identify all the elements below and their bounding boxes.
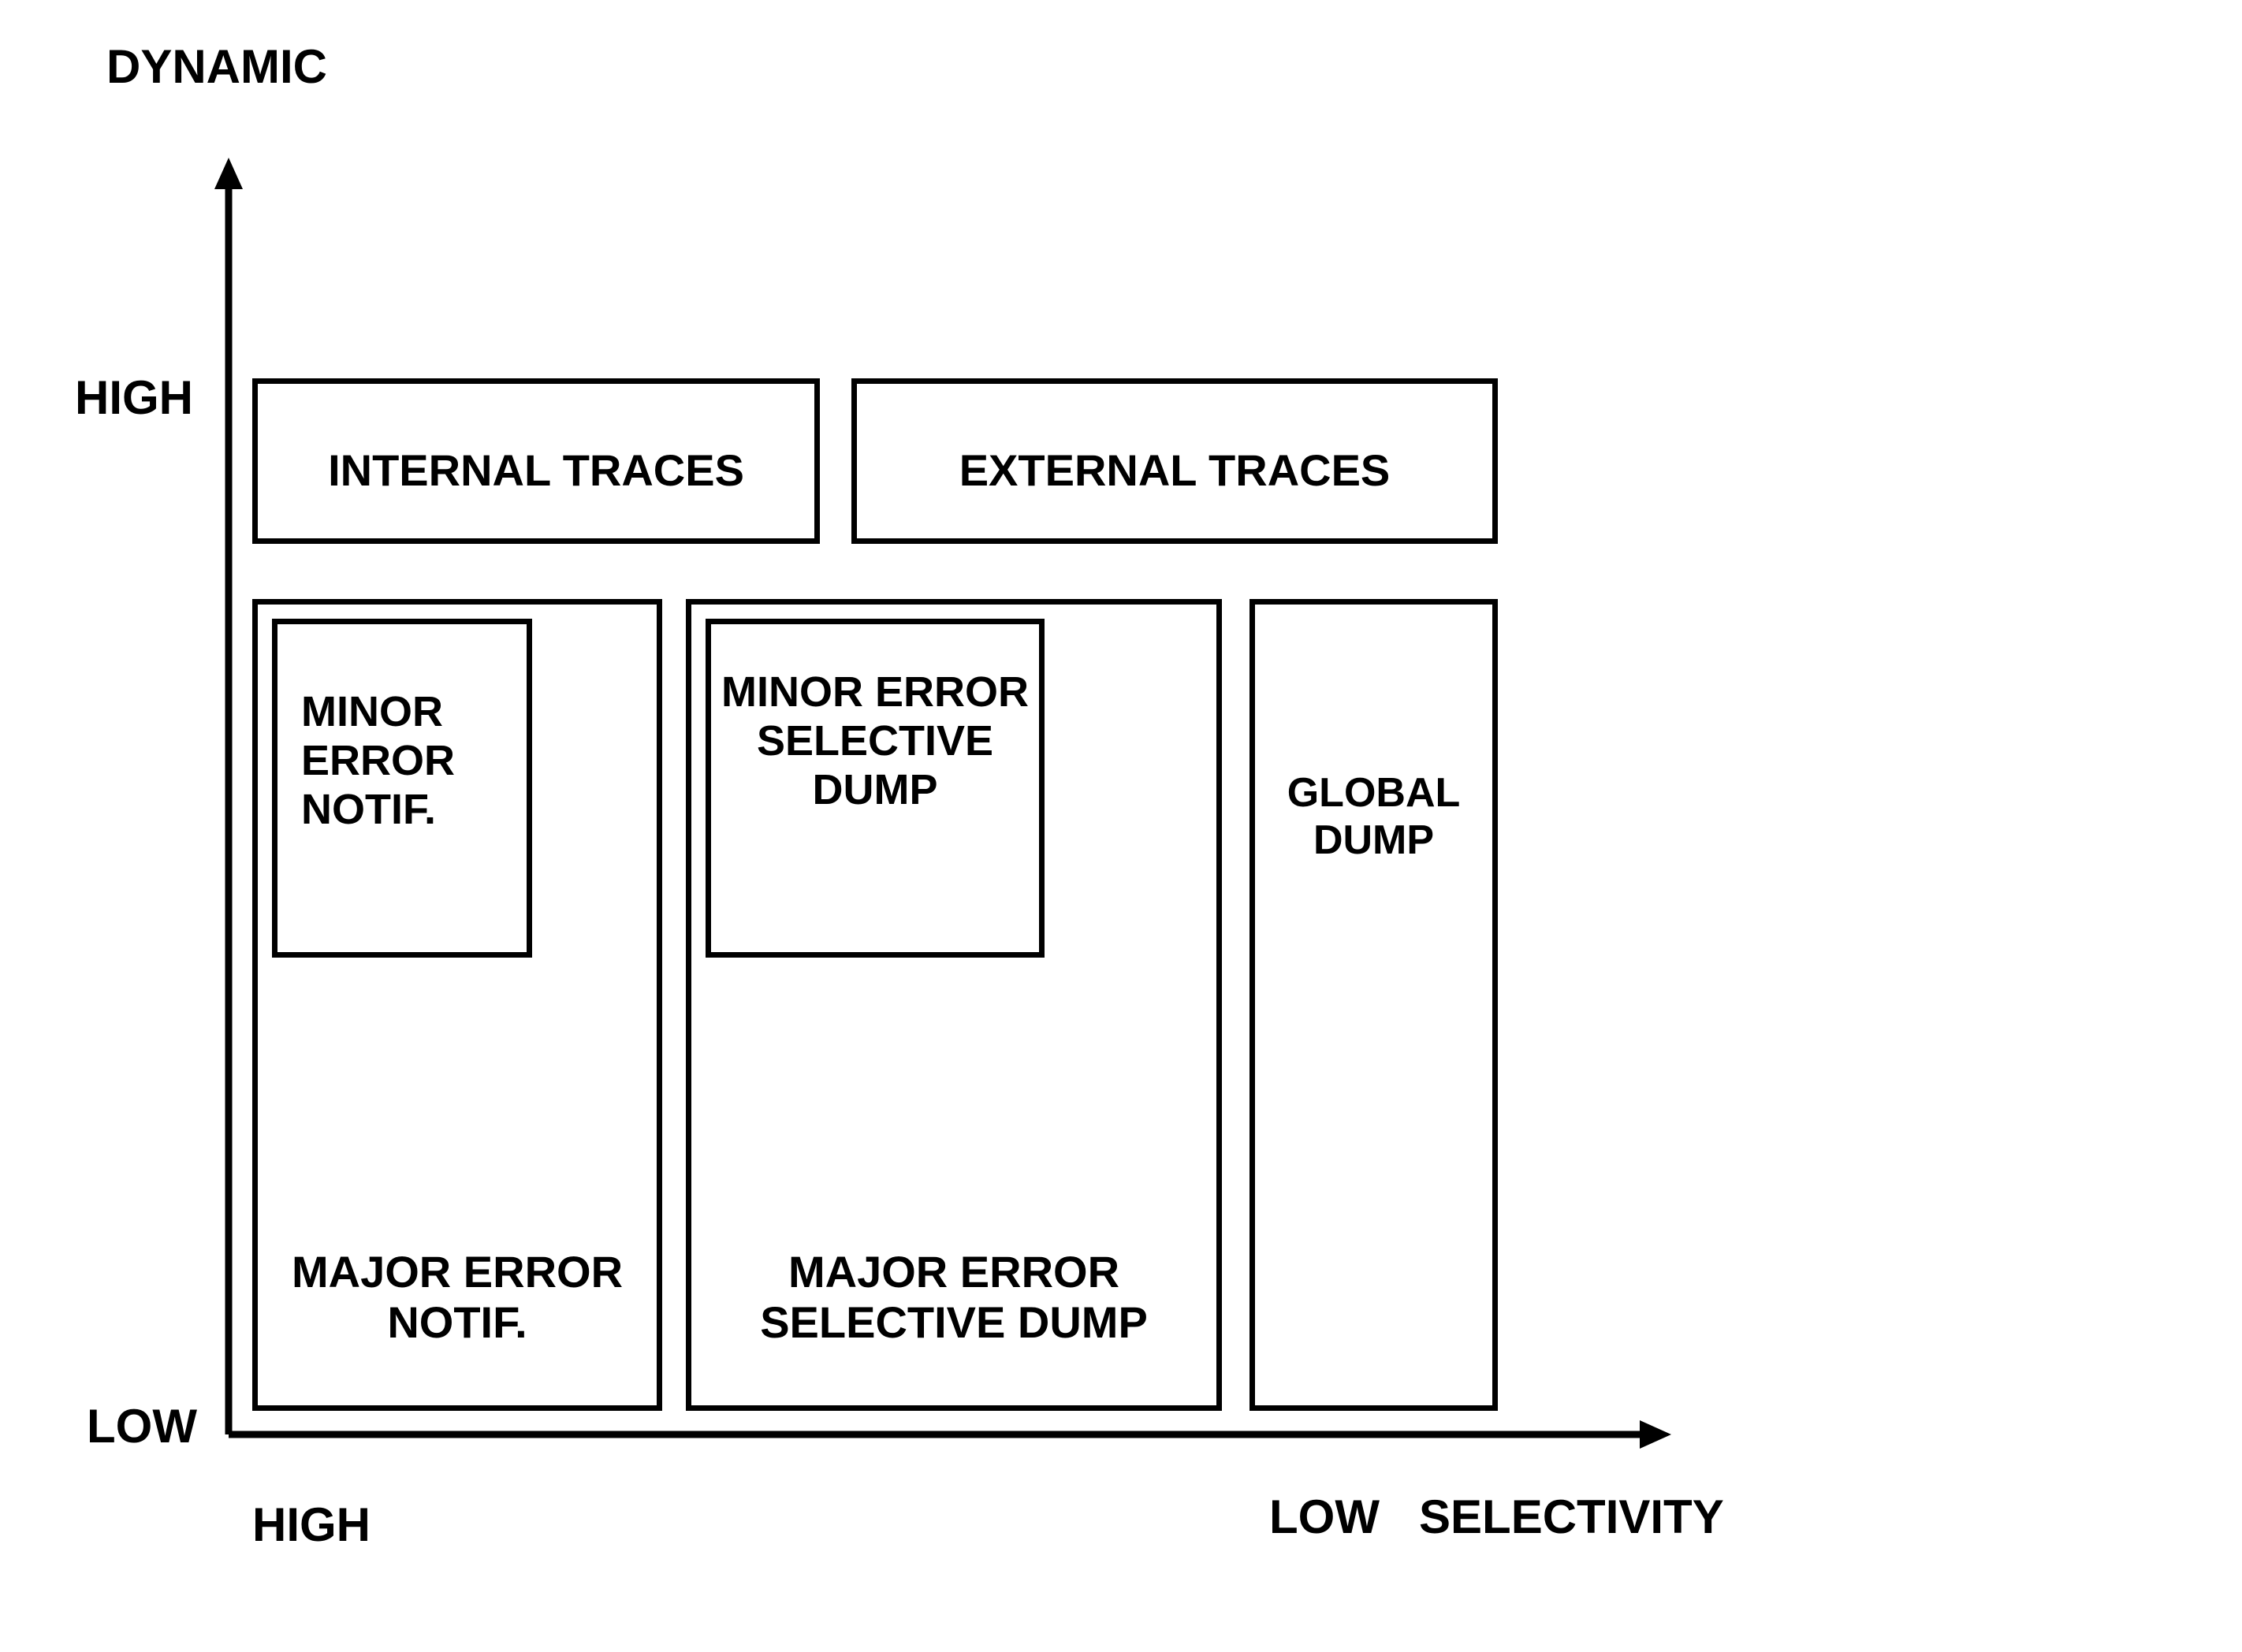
label-y-title: DYNAMIC (106, 43, 327, 91)
label-y-high: HIGH (75, 374, 193, 422)
box-external-traces: EXTERNAL TRACES (851, 378, 1498, 544)
label-x-low: LOW (1269, 1494, 1380, 1541)
box-global-dump: GLOBAL DUMP (1249, 599, 1498, 1411)
label-x-high: HIGH (252, 1501, 371, 1549)
box-minor-error-selective-dump: MINOR ERROR SELECTIVE DUMP (706, 619, 1045, 958)
diagram-stage: DYNAMIC HIGH LOW HIGH LOW SELECTIVITY INTERNAL… (0, 0, 2242, 1652)
box-minor-error-notif: MINOR ERROR NOTIF. (272, 619, 532, 958)
box-internal-traces-label: INTERNAL TRACES (258, 445, 814, 496)
box-external-traces-label: EXTERNAL TRACES (857, 445, 1492, 496)
label-y-low: LOW (87, 1403, 197, 1450)
box-global-dump-label: GLOBAL DUMP (1255, 770, 1492, 865)
box-minor-error-notif-label: MINOR ERROR NOTIF. (301, 687, 538, 834)
box-internal-traces: INTERNAL TRACES (252, 378, 820, 544)
label-x-title: SELECTIVITY (1419, 1494, 1724, 1541)
box-major-error-notif-label: MAJOR ERROR NOTIF. (258, 1247, 657, 1349)
box-minor-error-selective-dump-label: MINOR ERROR SELECTIVE DUMP (711, 668, 1039, 814)
box-major-error-selective-dump-label: MAJOR ERROR SELECTIVE DUMP (691, 1247, 1216, 1349)
